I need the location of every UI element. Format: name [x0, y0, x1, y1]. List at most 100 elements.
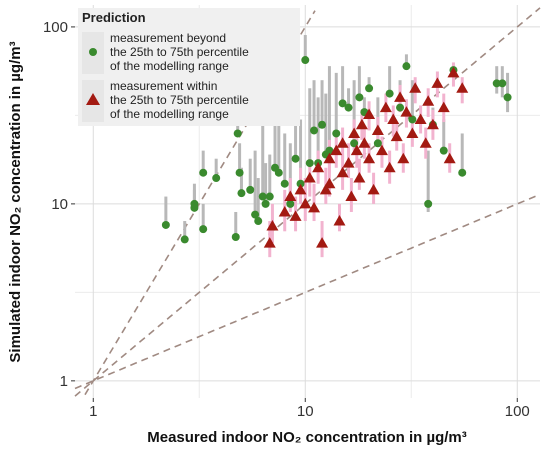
x-axis-title: Measured indoor NO₂ concentration in µg/… — [147, 429, 467, 446]
x-tick-label: 1 — [89, 403, 97, 420]
point — [492, 79, 501, 88]
point — [350, 144, 363, 156]
point — [379, 101, 392, 113]
point — [422, 95, 435, 106]
point — [367, 183, 380, 195]
point — [280, 179, 289, 188]
point — [383, 161, 396, 173]
point — [261, 199, 270, 208]
point — [325, 146, 334, 155]
point — [265, 192, 274, 201]
legend-title: Prediction — [82, 10, 146, 25]
point — [231, 232, 240, 241]
point — [458, 168, 467, 177]
point — [246, 185, 255, 194]
point — [310, 126, 319, 135]
point — [333, 215, 346, 226]
point — [323, 152, 336, 164]
point — [318, 120, 327, 129]
point — [190, 199, 199, 208]
legend-marker — [86, 93, 100, 105]
point — [233, 129, 242, 138]
point — [397, 152, 410, 164]
point — [336, 166, 349, 178]
point — [394, 91, 407, 102]
point — [338, 99, 347, 108]
x-tick-label: 100 — [505, 403, 530, 420]
point — [414, 113, 427, 124]
point — [258, 192, 267, 201]
point — [199, 168, 208, 177]
point — [299, 197, 312, 209]
point — [316, 237, 329, 248]
point — [296, 179, 305, 188]
point — [274, 168, 283, 177]
point — [301, 56, 310, 65]
point — [503, 93, 512, 102]
point — [385, 89, 394, 98]
point — [424, 199, 433, 208]
point — [284, 190, 297, 202]
point — [251, 210, 260, 219]
point — [426, 118, 439, 130]
point — [345, 190, 358, 202]
point — [373, 139, 382, 148]
point — [363, 152, 376, 164]
point — [263, 237, 276, 248]
point — [437, 101, 450, 113]
x-tick-label: 10 — [297, 403, 314, 420]
y-axis-title: Simulated indoor NO₂ concentration in µg… — [7, 41, 24, 362]
point — [406, 127, 419, 138]
point — [408, 115, 417, 124]
point — [363, 108, 376, 119]
point — [365, 84, 374, 93]
y-tick-label: 100 — [43, 19, 68, 36]
point — [312, 161, 325, 173]
legend-label: measurement beyond the 25th to 75th perce… — [110, 31, 249, 73]
point — [396, 103, 405, 112]
point — [199, 225, 208, 234]
y-tick-label: 1 — [60, 373, 68, 390]
point — [323, 177, 336, 189]
point — [409, 82, 422, 93]
point — [355, 93, 364, 102]
point — [387, 113, 400, 124]
point — [278, 205, 291, 217]
point — [355, 118, 368, 130]
point — [358, 137, 371, 148]
point — [431, 77, 444, 88]
point — [353, 172, 366, 183]
point — [456, 82, 469, 93]
point — [332, 129, 341, 138]
point — [237, 189, 246, 198]
point — [319, 183, 332, 195]
point — [266, 219, 279, 231]
point — [350, 139, 359, 148]
point — [330, 144, 343, 156]
point — [291, 154, 300, 163]
point — [439, 146, 448, 155]
point — [402, 62, 411, 71]
legend-label: measurement within the 25th to 75th perce… — [110, 79, 249, 121]
legend-box — [78, 8, 300, 126]
point — [348, 127, 361, 138]
reference-line — [74, 193, 541, 390]
point — [336, 137, 349, 148]
y-tick-label: 10 — [51, 196, 68, 213]
point — [305, 159, 314, 168]
point — [498, 79, 507, 88]
point — [308, 201, 321, 213]
point — [235, 168, 244, 177]
point — [400, 106, 413, 117]
point — [294, 183, 307, 195]
point — [286, 199, 295, 208]
point — [419, 137, 432, 148]
point — [180, 235, 189, 244]
point — [212, 174, 221, 183]
point — [447, 66, 460, 78]
point — [161, 220, 170, 229]
point — [390, 130, 403, 142]
point — [303, 172, 316, 183]
point — [344, 103, 353, 112]
